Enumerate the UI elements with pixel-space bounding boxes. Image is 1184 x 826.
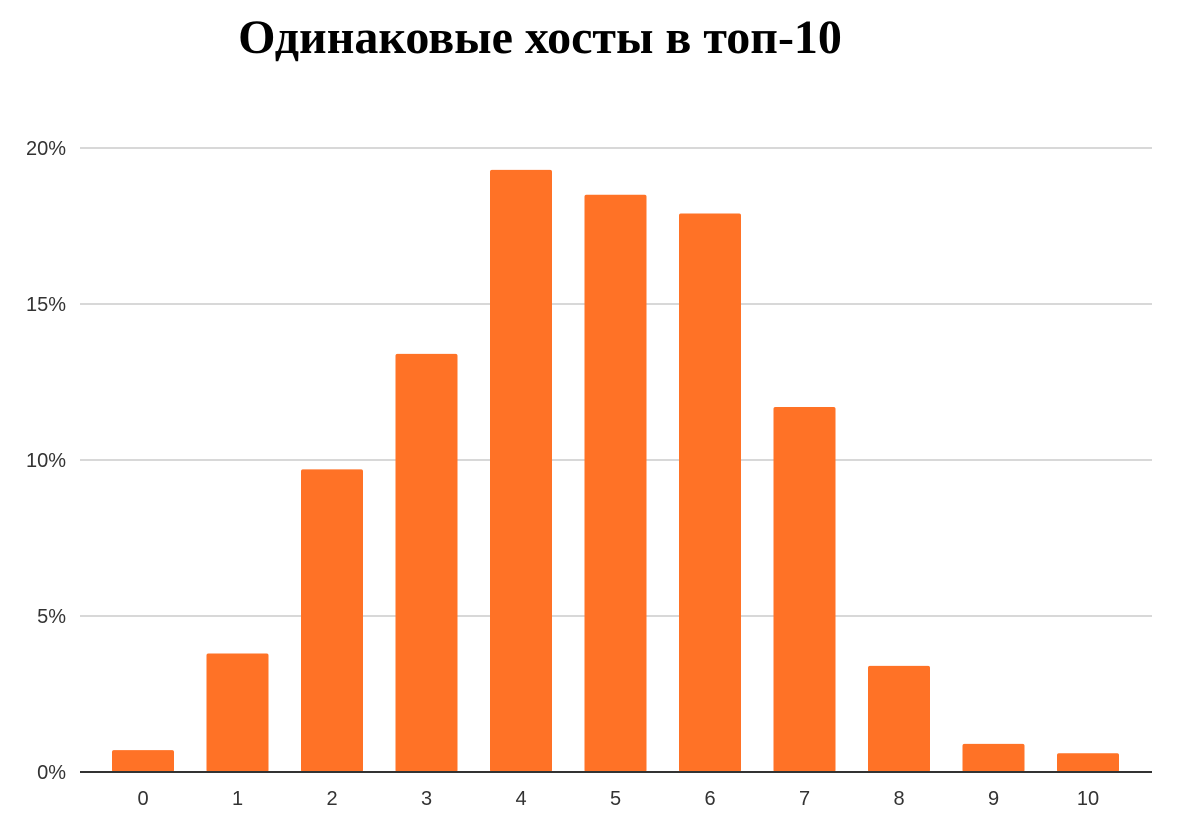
y-tick-label: 0% <box>37 762 66 784</box>
x-tick-label: 5 <box>610 788 621 810</box>
x-tick-label: 3 <box>421 788 432 810</box>
x-tick-label: 6 <box>704 788 715 810</box>
y-tick-label: 20% <box>26 138 66 160</box>
bar <box>584 194 647 773</box>
y-tick-label: 15% <box>26 294 66 316</box>
y-tick-label: 10% <box>26 450 66 472</box>
y-tick-labels: 0% 5% 10% 15% 20% <box>26 138 66 784</box>
x-tick-label: 0 <box>137 788 148 810</box>
bars <box>112 169 1119 773</box>
chart-title: Одинаковые хосты в топ-10 <box>238 11 842 64</box>
bar <box>773 406 836 772</box>
x-tick-label: 10 <box>1077 788 1099 810</box>
bar <box>868 665 930 772</box>
x-tick-label: 8 <box>893 788 904 810</box>
bar <box>962 743 1025 772</box>
bar <box>679 213 741 772</box>
bar <box>301 469 363 772</box>
y-tick-label: 5% <box>37 606 66 628</box>
bar <box>395 353 458 772</box>
bar <box>112 750 174 772</box>
bar <box>490 169 552 773</box>
x-tick-label: 9 <box>988 788 999 810</box>
x-tick-label: 4 <box>515 788 526 810</box>
bar <box>1057 753 1119 772</box>
x-tick-label: 7 <box>799 788 810 810</box>
bar <box>206 653 269 772</box>
x-tick-labels: 0 1 2 3 4 5 6 7 8 9 10 <box>137 788 1099 810</box>
x-tick-label: 1 <box>232 788 243 810</box>
x-tick-label: 2 <box>326 788 337 810</box>
